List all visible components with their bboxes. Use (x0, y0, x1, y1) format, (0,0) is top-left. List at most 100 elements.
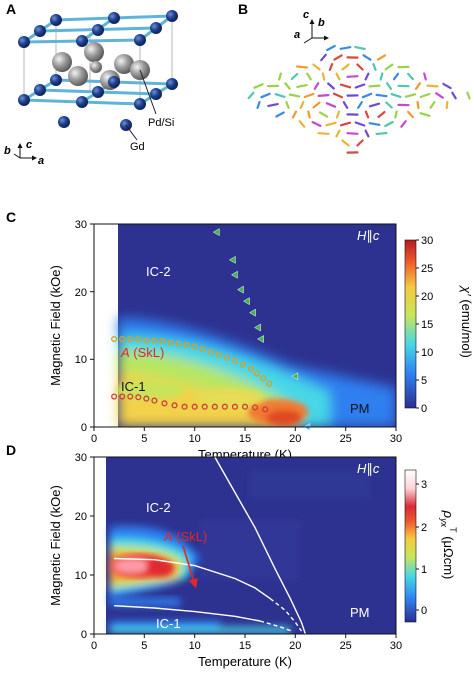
spin-arrow (298, 120, 306, 128)
axis-triad-b: c b a (294, 9, 329, 44)
data-point-circle (254, 370, 261, 377)
x-tick-label: 15 (239, 640, 251, 652)
spin-arrow (392, 72, 400, 81)
spin-arrow (291, 110, 298, 119)
cbar-tick-label: 0 (421, 403, 427, 415)
data-point-triangle (254, 323, 261, 332)
data-point-circle (201, 403, 208, 410)
data-point-circle (119, 393, 126, 400)
spin-arrow (364, 72, 370, 81)
spin-arrow (278, 72, 282, 81)
x-tick-label: 0 (91, 640, 97, 652)
panel-letter-d: D (6, 442, 16, 458)
phase-label-ic2-d: IC-2 (146, 500, 171, 515)
field-c-c: c (373, 228, 380, 243)
spin-arrow (426, 84, 439, 88)
colorbar-ticks-d: 0 1 2 3 (416, 479, 427, 617)
spin-arrow (335, 110, 341, 119)
spin-arrow (404, 93, 417, 98)
field-par-d: ∥ (366, 461, 373, 476)
chart-d-marks (114, 456, 307, 635)
spin-arrow (375, 131, 388, 136)
skl-text-c: (SkL) (133, 345, 164, 360)
y-axis-label-d: Magnetic Field (kOe) (48, 485, 63, 606)
spin-arrow (274, 93, 286, 98)
data-point-circle (221, 403, 228, 410)
data-point-circle (119, 335, 126, 343)
spin-arrow (311, 120, 322, 128)
data-point-triangle (228, 255, 236, 264)
x-tick-label: 10 (189, 640, 201, 652)
spin-arrow (275, 111, 285, 118)
spin-arrow (372, 62, 377, 72)
spin-arrow (339, 121, 352, 127)
spin-arrow (299, 100, 305, 110)
panel-a: A (4, 1, 178, 167)
spin-arrow (356, 139, 364, 147)
spin-arrow (325, 102, 337, 108)
cbar-tick-label: 10 (421, 347, 433, 359)
spin-arrow (267, 102, 279, 108)
chi-heatmap (94, 224, 396, 427)
x-tick-label: 25 (340, 433, 352, 445)
spin-arrow (317, 132, 330, 135)
data-point-circle (151, 397, 158, 404)
cbar-sup-d: T (448, 527, 458, 533)
spin-arrow (312, 63, 321, 71)
skl-a-d: A (163, 529, 173, 544)
data-point-circle (181, 403, 188, 410)
panel-b: B c b a (238, 1, 471, 154)
spin-arrow (394, 110, 398, 119)
data-point-circle (266, 380, 273, 387)
data-point-circle (175, 340, 182, 347)
colorbar-label-c: χ′ (emu/mol) (459, 285, 474, 358)
spin-arrow (419, 92, 431, 99)
phase-label-pm-d: PM (350, 605, 370, 620)
phase-label-ic2-c: IC-2 (146, 264, 171, 279)
x-tick-label: 20 (289, 433, 301, 445)
data-point-circle (171, 402, 178, 409)
spin-arrow (317, 93, 330, 98)
spin-arrow (445, 100, 449, 110)
phase-label-pm-c: PM (350, 401, 370, 416)
spin-arrow (362, 54, 372, 61)
x-ticks-c: 0 5 10 15 20 25 30 (91, 427, 402, 445)
y-tick-label: 30 (75, 219, 87, 231)
data-point-circle (260, 375, 267, 382)
spin-arrow (377, 110, 386, 119)
colorbar-d (404, 469, 417, 623)
y-ticks-c: 0 10 20 30 (75, 219, 94, 434)
axis-a-label-a: a (38, 155, 44, 167)
spin-arrow (368, 84, 381, 88)
spin-arrow (435, 92, 444, 99)
cbar-sym-d: ρ (441, 510, 456, 519)
data-point-triangle (291, 372, 299, 381)
spin-arrow (333, 54, 343, 61)
data-point-triangle (230, 270, 238, 279)
x-tick-label: 25 (340, 640, 352, 652)
y-tick-label: 0 (81, 422, 87, 434)
x-axis-label-d: Temperature (K) (198, 654, 292, 669)
spin-arrow (407, 72, 414, 81)
spin-arrow (339, 83, 352, 89)
spin-arrow (303, 92, 315, 99)
spin-arrow (346, 132, 359, 135)
y-tick-label: 0 (81, 629, 87, 641)
cbar-tick-label: 2 (421, 522, 427, 534)
spin-arrow (354, 45, 366, 51)
data-point-circle (241, 403, 249, 410)
phase-label-skl-d: A (SkL) (163, 529, 207, 544)
colorbar-label-d: ρyxT (μΩcm) (439, 510, 458, 580)
field-h-c: H (357, 228, 367, 243)
phase-label-ic1-d: IC-1 (156, 616, 181, 631)
data-point-circle (127, 335, 134, 343)
phase-boundary-line (259, 620, 294, 633)
spin-arrow (325, 121, 337, 127)
data-point-circle (143, 395, 150, 402)
data-point-circle (183, 342, 190, 349)
data-point-triangle (236, 285, 244, 294)
x-ticks-d: 0 5 10 15 20 25 30 (91, 634, 402, 652)
spin-arrow (288, 93, 301, 98)
cbar-tick-label: 25 (421, 263, 433, 275)
